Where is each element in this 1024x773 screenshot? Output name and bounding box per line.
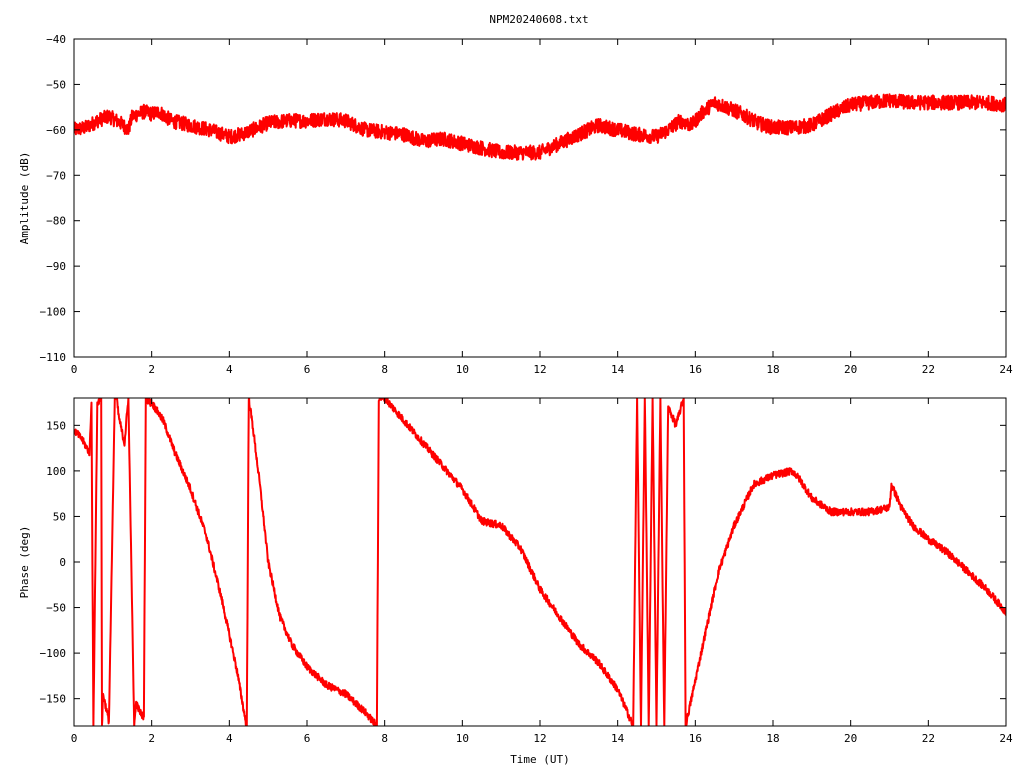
amplitude-y-tick-label: −70 bbox=[46, 169, 66, 182]
amplitude-x-tick-label: 12 bbox=[533, 363, 546, 376]
amplitude-x-tick-label: 2 bbox=[148, 363, 155, 376]
chart-title: NPM20240608.txt bbox=[489, 13, 588, 26]
amplitude-y-tick-label: −100 bbox=[40, 306, 67, 319]
phase-x-tick-label: 24 bbox=[999, 732, 1013, 745]
phase-y-tick-label: 50 bbox=[53, 510, 66, 523]
phase-x-axis-label: Time (UT) bbox=[510, 753, 570, 766]
phase-y-tick-label: 0 bbox=[59, 556, 66, 569]
amplitude-y-tick-label: −60 bbox=[46, 124, 66, 137]
phase-panel: 0 2 4 6 8 10 12 14 16 18 20 22 24−150−100−5005010015… bbox=[18, 397, 1013, 766]
amplitude-series-line-0 bbox=[74, 93, 1006, 161]
amplitude-x-tick-label: 8 bbox=[381, 363, 388, 376]
phase-x-tick-label: 0 bbox=[71, 732, 78, 745]
amplitude-y-tick-label: −80 bbox=[46, 215, 66, 228]
amplitude-y-axis-label: Amplitude (dB) bbox=[18, 152, 31, 245]
amplitude-x-tick-label: 14 bbox=[611, 363, 625, 376]
amplitude-y-tick-label: −110 bbox=[40, 351, 67, 364]
phase-y-tick-label: −100 bbox=[40, 647, 67, 660]
amplitude-x-tick-label: 18 bbox=[766, 363, 779, 376]
amplitude-plot-frame bbox=[73, 38, 1007, 358]
phase-y-tick-label: −50 bbox=[46, 602, 66, 615]
amplitude-y-tick-label: −90 bbox=[46, 260, 66, 273]
amplitude-x-tick-label: 6 bbox=[304, 363, 311, 376]
amplitude-panel: 0 2 4 6 8 10 12 14 16 18 20 22 24−110−100−90−80−70−6… bbox=[18, 33, 1013, 376]
phase-x-tick-label: 8 bbox=[381, 732, 388, 745]
amplitude-x-tick-label: 0 bbox=[71, 363, 78, 376]
phase-x-tick-label: 2 bbox=[148, 732, 155, 745]
amplitude-y-tick-label: −40 bbox=[46, 33, 66, 46]
phase-x-tick-label: 12 bbox=[533, 732, 546, 745]
phase-x-tick-label: 14 bbox=[611, 732, 625, 745]
amplitude-x-tick-label: 22 bbox=[922, 363, 935, 376]
phase-x-tick-label: 22 bbox=[922, 732, 935, 745]
amplitude-y-tick-label: −50 bbox=[46, 78, 66, 91]
amplitude-x-tick-label: 10 bbox=[456, 363, 469, 376]
phase-x-tick-label: 18 bbox=[766, 732, 779, 745]
phase-x-tick-label: 10 bbox=[456, 732, 469, 745]
phase-y-axis-label: Phase (deg) bbox=[18, 526, 31, 599]
phase-series-line-0 bbox=[74, 398, 1006, 726]
phase-y-tick-label: 150 bbox=[46, 419, 66, 432]
phase-x-tick-label: 6 bbox=[304, 732, 311, 745]
amplitude-x-tick-label: 20 bbox=[844, 363, 857, 376]
amplitude-x-tick-label: 24 bbox=[999, 363, 1013, 376]
phase-x-tick-label: 16 bbox=[689, 732, 702, 745]
amplitude-x-tick-label: 4 bbox=[226, 363, 233, 376]
amplitude-x-tick-label: 16 bbox=[689, 363, 702, 376]
phase-x-tick-label: 20 bbox=[844, 732, 857, 745]
phase-y-tick-label: 100 bbox=[46, 465, 66, 478]
phase-y-tick-label: −150 bbox=[40, 693, 67, 706]
phase-x-tick-label: 4 bbox=[226, 732, 233, 745]
